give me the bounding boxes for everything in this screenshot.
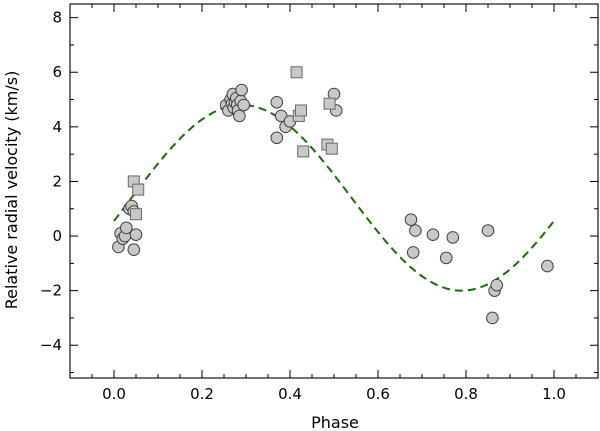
data-point-circle	[406, 246, 420, 259]
chart-axes	[69, 3, 599, 379]
data-point-square	[325, 142, 338, 155]
data-point-circle	[426, 228, 440, 241]
data-point-circle	[237, 98, 251, 112]
data-point-square	[132, 183, 145, 196]
x-axis-title: Phase	[311, 413, 359, 431]
data-point-circle	[439, 251, 453, 265]
data-point-circle	[490, 278, 504, 292]
data-point-square	[297, 145, 310, 158]
data-point-circle	[409, 224, 422, 237]
data-point-circle	[270, 131, 284, 145]
data-point-circle	[541, 259, 554, 273]
y-tick-label: 6	[52, 63, 62, 81]
data-point-circle	[404, 213, 418, 226]
chart-ticks: 0.0 0.2 0.4 0.6 0.8 1.0 −4 −2 0 2 4 6 8	[40, 4, 598, 403]
y-tick-label: −2	[40, 282, 62, 300]
data-point-square	[130, 208, 142, 221]
y-tick-label: 0	[52, 227, 62, 245]
fit-curve-group	[113, 104, 555, 292]
data-point-square	[290, 66, 303, 79]
data-point-square	[323, 97, 336, 110]
y-tick-label: 8	[52, 9, 62, 27]
y-tick-label: −4	[40, 336, 62, 354]
data-point-circle	[446, 231, 460, 244]
data-point-circle	[233, 109, 246, 123]
data-point-circle	[235, 83, 248, 97]
x-tick-label: 0.8	[454, 385, 478, 403]
y-tick-label: 2	[52, 172, 62, 190]
x-tick-label: 0.0	[102, 385, 126, 403]
data-point-circle	[127, 243, 141, 256]
data-points	[112, 66, 554, 325]
data-point-square	[295, 104, 307, 117]
plot-frame	[69, 3, 599, 379]
data-point-circle	[486, 311, 499, 325]
data-point-circle	[120, 221, 133, 235]
x-tick-label: 0.6	[366, 385, 390, 403]
x-tick-label: 0.2	[190, 385, 214, 403]
y-axis-title: Relative radial velocity (km/s)	[2, 71, 21, 310]
data-point-circle	[270, 95, 284, 109]
y-tick-label: 4	[52, 118, 62, 136]
data-point-circle	[129, 228, 143, 241]
x-tick-label: 1.0	[542, 385, 566, 403]
x-tick-label: 0.4	[278, 385, 302, 403]
data-point-circle	[481, 224, 495, 237]
fit-curve	[113, 104, 555, 292]
